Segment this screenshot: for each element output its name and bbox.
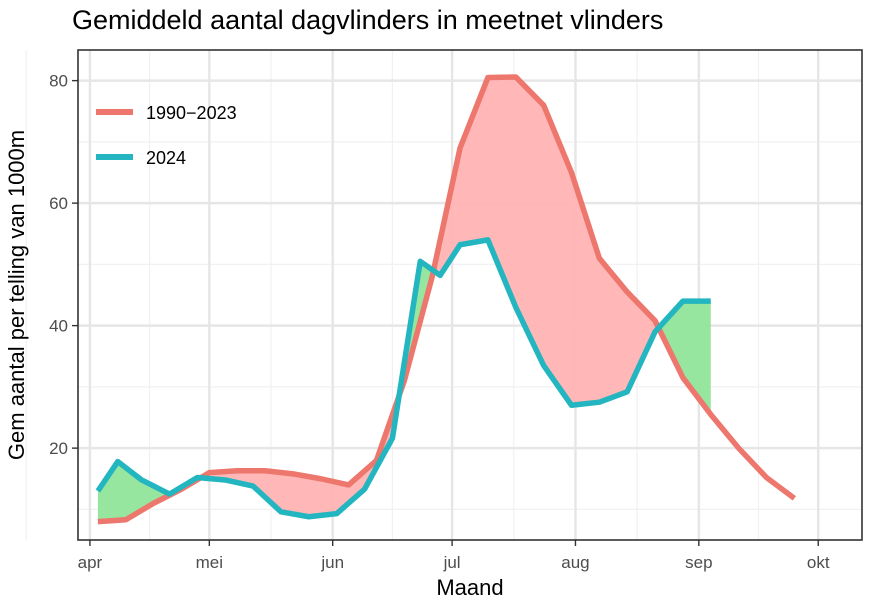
fill-current-above — [97, 461, 201, 522]
legend-label-2024: 2024 — [146, 148, 186, 168]
x-axis: apr mei jun jul aug sep okt — [78, 540, 830, 572]
fill-current-above — [658, 301, 711, 415]
fill-historic-above — [433, 76, 659, 406]
x-tick-label: apr — [78, 553, 103, 572]
x-tick-label: aug — [561, 553, 589, 572]
x-tick-label: sep — [685, 553, 712, 572]
panel-border — [77, 49, 863, 541]
plot-panel — [25, 50, 862, 540]
y-axis: 20 40 60 80 — [49, 72, 78, 458]
legend: 1990−2023 2024 — [96, 103, 237, 168]
x-tick-label: jul — [443, 553, 461, 572]
y-tick-label: 20 — [49, 439, 68, 458]
legend-label-1990-2023: 1990−2023 — [146, 103, 237, 123]
y-tick-label: 80 — [49, 72, 68, 91]
x-tick-label: okt — [807, 553, 830, 572]
y-tick-label: 60 — [49, 194, 68, 213]
x-tick-label: jun — [320, 553, 344, 572]
chart-title: Gemiddeld aantal dagvlinders in meetnet … — [72, 5, 663, 35]
x-tick-label: mei — [196, 553, 223, 572]
series-line-2024 — [95, 237, 711, 520]
x-axis-label: Maand — [436, 575, 503, 600]
series-lines — [95, 74, 796, 525]
series-line-1990-2023 — [97, 74, 796, 525]
y-axis-label: Gem aantal per telling van 1000m — [4, 130, 29, 460]
y-tick-label: 40 — [49, 317, 68, 336]
